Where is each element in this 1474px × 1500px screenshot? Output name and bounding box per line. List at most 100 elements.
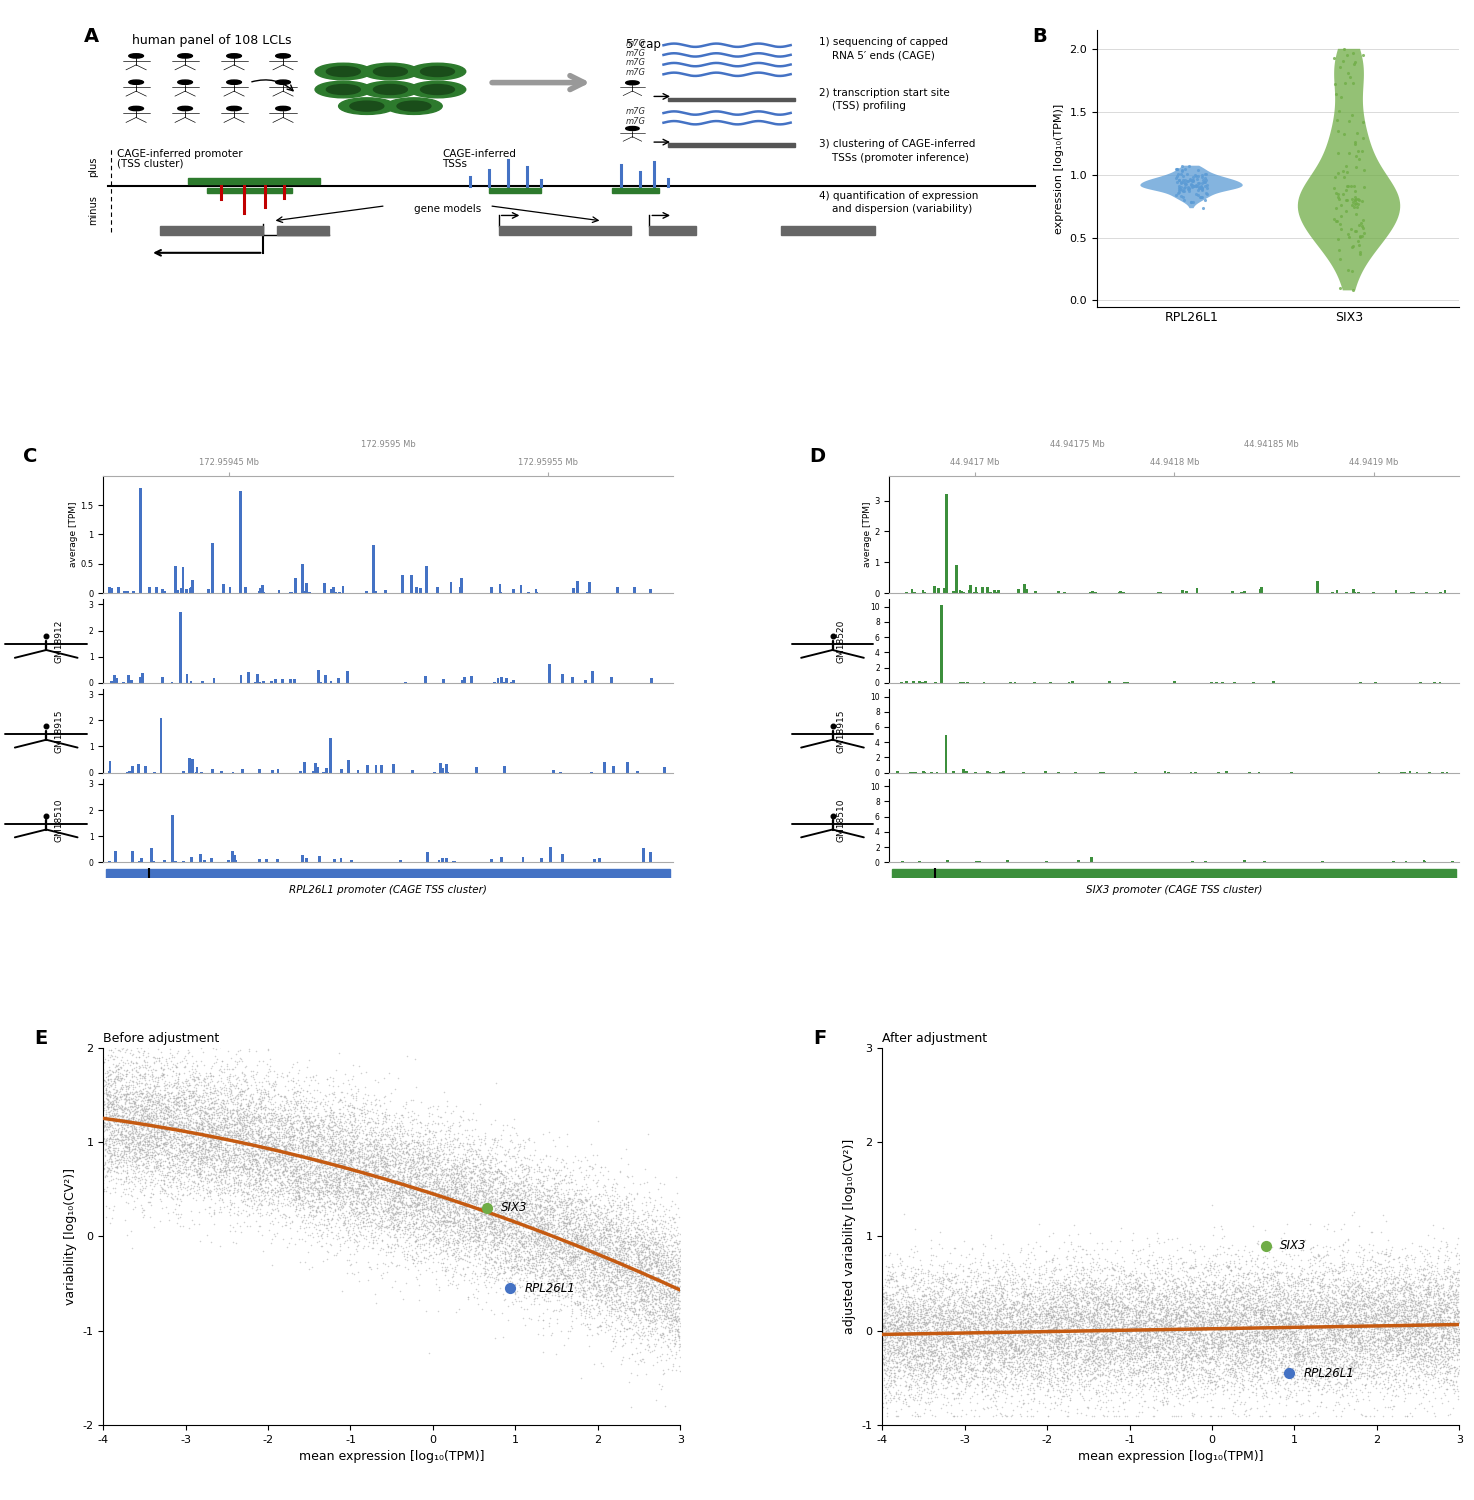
Point <box>1425 1342 1449 1366</box>
Point <box>1184 1294 1207 1318</box>
Point <box>1154 1322 1178 1346</box>
Point <box>314 1132 338 1156</box>
Point <box>1116 1320 1139 1344</box>
Point <box>921 1314 945 1338</box>
Point <box>1179 1287 1203 1311</box>
Point <box>402 1156 426 1180</box>
Point <box>1446 1360 1470 1384</box>
Point <box>932 1306 955 1330</box>
Point <box>447 1172 470 1196</box>
Point <box>1387 1376 1411 1400</box>
Point <box>332 1179 355 1203</box>
Point <box>553 1246 576 1270</box>
Point <box>301 1136 324 1160</box>
Point <box>370 1155 394 1179</box>
Point <box>314 1172 338 1196</box>
Point <box>392 1185 416 1209</box>
Point <box>105 1088 128 1112</box>
Point <box>1024 1311 1048 1335</box>
Point <box>578 1239 601 1263</box>
Point <box>1369 1330 1393 1354</box>
Point <box>1073 1278 1097 1302</box>
Point <box>144 1089 168 1113</box>
Point <box>1220 1335 1244 1359</box>
Point <box>227 1106 251 1130</box>
Point <box>354 1060 377 1084</box>
Point <box>1080 1287 1104 1311</box>
Point <box>1136 1334 1160 1358</box>
Point <box>1350 1284 1374 1308</box>
Bar <box>650 678 653 682</box>
Point <box>1390 1338 1414 1362</box>
Point <box>1343 1293 1366 1317</box>
Point <box>1272 1287 1296 1311</box>
Point <box>105 1086 128 1110</box>
Point <box>898 1374 921 1398</box>
Point <box>445 1180 469 1204</box>
Point <box>1330 1311 1353 1335</box>
Point <box>1073 1341 1097 1365</box>
Point <box>668 1334 691 1358</box>
Point <box>1223 1275 1247 1299</box>
Point <box>615 1245 638 1269</box>
Point <box>1244 1323 1268 1347</box>
Point <box>165 1090 189 1114</box>
Point <box>992 1354 1016 1378</box>
Point <box>245 1077 268 1101</box>
Point <box>177 1161 200 1185</box>
Point <box>1002 1338 1026 1362</box>
Point <box>1044 1304 1067 1328</box>
Point <box>230 1108 254 1132</box>
Point <box>1399 1334 1422 1358</box>
Point <box>958 1260 982 1284</box>
Point <box>516 1200 539 1224</box>
Point <box>1204 1360 1228 1384</box>
Point <box>1001 1372 1024 1396</box>
Point <box>1169 1287 1192 1311</box>
Point <box>187 1134 211 1158</box>
Point <box>150 1060 174 1084</box>
Point <box>912 1356 936 1380</box>
Point <box>1179 172 1203 196</box>
Point <box>139 1120 162 1144</box>
Point <box>335 1161 358 1185</box>
Point <box>481 1230 504 1254</box>
Point <box>1365 1304 1389 1328</box>
Point <box>220 1089 243 1113</box>
Point <box>1052 1332 1076 1356</box>
Point <box>1313 1305 1337 1329</box>
Point <box>1341 1334 1365 1358</box>
Point <box>575 1269 598 1293</box>
Point <box>292 1106 315 1130</box>
Point <box>159 1173 183 1197</box>
Point <box>1131 1394 1154 1417</box>
Point <box>286 1154 310 1178</box>
Point <box>119 1107 143 1131</box>
Point <box>370 1176 394 1200</box>
Point <box>1197 1287 1220 1311</box>
Point <box>1325 1304 1349 1328</box>
Point <box>1419 1326 1443 1350</box>
Point <box>478 1208 501 1231</box>
Point <box>545 1184 569 1208</box>
Point <box>1094 1302 1117 1326</box>
Point <box>1223 1365 1247 1389</box>
Point <box>335 1185 358 1209</box>
Point <box>476 1186 500 1210</box>
Point <box>1378 1317 1402 1341</box>
Point <box>877 1356 901 1380</box>
Point <box>949 1341 973 1365</box>
Point <box>1138 1244 1162 1268</box>
Point <box>1378 1305 1402 1329</box>
Point <box>439 1178 463 1202</box>
Point <box>417 1104 441 1128</box>
Point <box>943 1332 967 1356</box>
Point <box>957 1242 980 1266</box>
Point <box>190 1120 214 1144</box>
Point <box>565 1278 588 1302</box>
Point <box>455 1244 479 1268</box>
Point <box>311 1182 335 1206</box>
Point <box>170 1110 193 1134</box>
Point <box>128 1071 152 1095</box>
Point <box>1092 1312 1116 1336</box>
